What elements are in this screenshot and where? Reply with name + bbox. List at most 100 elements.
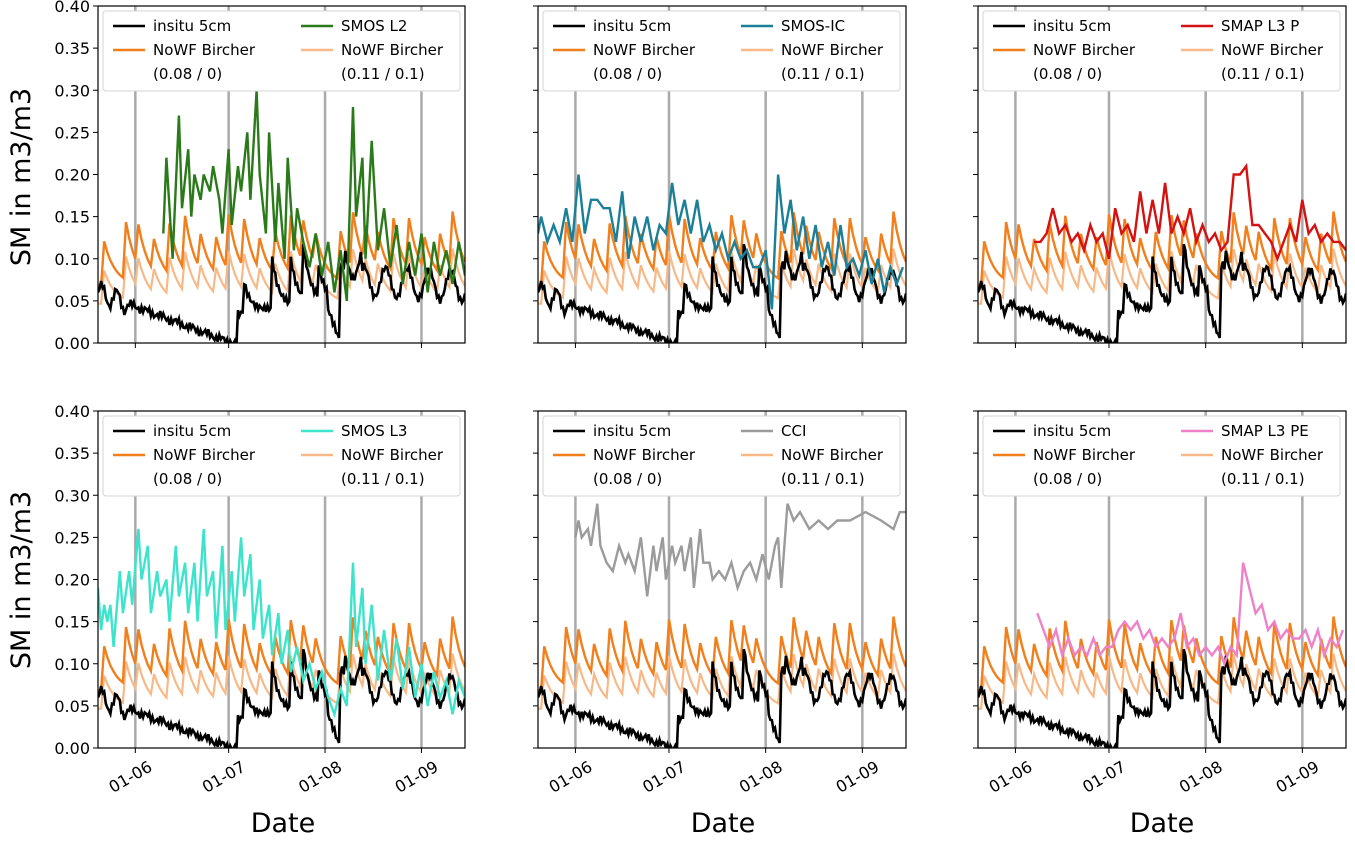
legend-label: NoWF Bircher [153, 41, 256, 59]
x-tick-label: 01-09 [392, 757, 442, 797]
legend-sublabel: (0.08 / 0) [1033, 470, 1102, 488]
y-tick-label: 0.35 [54, 444, 90, 463]
legend-label: CCI [781, 422, 806, 440]
x-axis-title-right: Date [1130, 808, 1195, 839]
legend-label: insitu 5cm [153, 17, 231, 35]
panel-5: 01-06 01-07 01-08 01-09 insitu 5cm CCI NoWF Bi… [533, 410, 907, 797]
series-nowf-bircher-011 [538, 248, 906, 305]
x-tick-label: 01-08 [1176, 757, 1226, 797]
series-satellite [538, 174, 905, 310]
legend: insitu 5cm SMAP L3 PE NoWF Bircher (0.08 / … [982, 415, 1341, 497]
y-tick-label: 0.10 [54, 655, 90, 674]
legend-label: NoWF Bircher [781, 41, 884, 59]
panel-6: 01-06 01-07 01-08 01-09 insitu 5cm SMAP L3 PE… [973, 410, 1347, 797]
series-nowf-bircher-011 [978, 248, 1346, 305]
x-tick-label: 01-06 [106, 757, 156, 797]
x-tick-label: 01-07 [199, 757, 249, 797]
legend: insitu 5cm SMAP L3 P NoWF Bircher (0.08 / 0… [982, 10, 1341, 92]
legend-label: NoWF Bircher [153, 446, 256, 464]
legend-label: SMOS-IC [781, 17, 845, 35]
series-nowf-bircher-008 [978, 211, 1346, 287]
legend-label: NoWF Bircher [341, 446, 444, 464]
series-nowf-bircher-011 [538, 653, 906, 710]
y-tick-label: 0.10 [54, 250, 90, 269]
series-satellite [162, 90, 465, 302]
legend-label: NoWF Bircher [593, 446, 696, 464]
legend-label: NoWF Bircher [781, 446, 884, 464]
legend-label: insitu 5cm [1033, 422, 1111, 440]
series-nowf-bircher-008 [538, 616, 906, 692]
series-satellite [1034, 162, 1346, 263]
x-tick-label: 01-09 [833, 757, 883, 797]
legend-label: SMOS L3 [341, 422, 407, 440]
legend-box [102, 10, 461, 92]
y-axis-title-bottom: SM in m3/m3 [6, 491, 37, 669]
legend-label: insitu 5cm [153, 422, 231, 440]
legend-label: SMAP L3 PE [1221, 422, 1309, 440]
legend: insitu 5cm CCI NoWF Bircher (0.08 / 0) NoWF … [542, 415, 901, 497]
legend-sublabel: (0.08 / 0) [593, 470, 662, 488]
legend-label: NoWF Bircher [341, 41, 444, 59]
panel-2: insitu 5cm SMOS-IC NoWF Bircher (0.08 / 0) N… [533, 5, 907, 348]
series-insitu-5cm [978, 243, 1346, 343]
y-tick-label: 0.25 [54, 528, 90, 547]
legend-sublabel: (0.11 / 0.1) [781, 470, 865, 488]
series-satellite [98, 528, 465, 719]
panel-3: insitu 5cm SMAP L3 P NoWF Bircher (0.08 / 0… [973, 5, 1347, 348]
x-tick-label: 01-06 [986, 757, 1036, 797]
x-tick-label: 01-07 [639, 757, 689, 797]
legend-box [542, 10, 901, 92]
series-nowf-bircher-011 [978, 653, 1346, 710]
legend: insitu 5cm SMOS-IC NoWF Bircher (0.08 / 0) N… [542, 10, 901, 92]
legend-label: NoWF Bircher [1033, 41, 1136, 59]
legend-label: NoWF Bircher [1221, 41, 1324, 59]
panel-4: 0.00 0.05 0.10 0.15 0.20 0.25 0.30 0.35 0.40 01-0… [54, 402, 466, 797]
legend-sublabel: (0.08 / 0) [1033, 65, 1102, 83]
series-satellite [1036, 562, 1345, 668]
y-tick-label: 0.05 [54, 697, 90, 716]
x-tick-label: 01-06 [546, 757, 596, 797]
legend: insitu 5cm SMOS L2 NoWF Bircher (0.08 / 0) N… [102, 10, 461, 92]
legend-label: NoWF Bircher [1033, 446, 1136, 464]
y-tick-label: 0.35 [54, 39, 90, 58]
series-satellite [574, 503, 906, 597]
legend-sublabel: (0.11 / 0.1) [1221, 470, 1305, 488]
legend-box [102, 415, 461, 497]
legend-sublabel: (0.11 / 0.1) [781, 65, 865, 83]
y-tick-label: 0.25 [54, 123, 90, 142]
y-tick-label: 0.00 [54, 739, 90, 758]
legend-label: NoWF Bircher [593, 41, 696, 59]
series-insitu-5cm [538, 648, 906, 748]
legend-label: insitu 5cm [593, 17, 671, 35]
legend-label: SMAP L3 P [1221, 17, 1299, 35]
x-tick-label: 01-08 [736, 757, 786, 797]
y-tick-label: 0.40 [54, 0, 90, 16]
legend-label: insitu 5cm [1033, 17, 1111, 35]
legend-sublabel: (0.08 / 0) [153, 65, 222, 83]
y-tick-label: 0.30 [54, 486, 90, 505]
legend-box [982, 10, 1341, 92]
legend-sublabel: (0.11 / 0.1) [1221, 65, 1305, 83]
y-tick-label: 0.20 [54, 166, 90, 185]
y-tick-label: 0.00 [54, 334, 90, 353]
legend-sublabel: (0.11 / 0.1) [341, 65, 425, 83]
y-tick-label: 0.05 [54, 292, 90, 311]
legend-sublabel: (0.08 / 0) [153, 470, 222, 488]
y-tick-label: 0.30 [54, 81, 90, 100]
y-tick-label: 0.15 [54, 208, 90, 227]
legend-box [982, 415, 1341, 497]
series-insitu-5cm [978, 648, 1346, 748]
x-axis-title-middle: Date [691, 808, 756, 839]
legend-sublabel: (0.08 / 0) [593, 65, 662, 83]
legend: insitu 5cm SMOS L3 NoWF Bircher (0.08 / 0) N… [102, 415, 461, 497]
y-tick-label: 0.15 [54, 613, 90, 632]
legend-label: NoWF Bircher [1221, 446, 1324, 464]
y-axis-title-top: SM in m3/m3 [6, 88, 37, 266]
series-nowf-bircher-008 [98, 211, 465, 287]
y-tick-label: 0.20 [54, 571, 90, 590]
legend-label: insitu 5cm [593, 422, 671, 440]
y-tick-label: 0.40 [54, 402, 90, 421]
series-nowf-bircher-008 [978, 616, 1346, 692]
x-tick-label: 01-09 [1273, 757, 1323, 797]
